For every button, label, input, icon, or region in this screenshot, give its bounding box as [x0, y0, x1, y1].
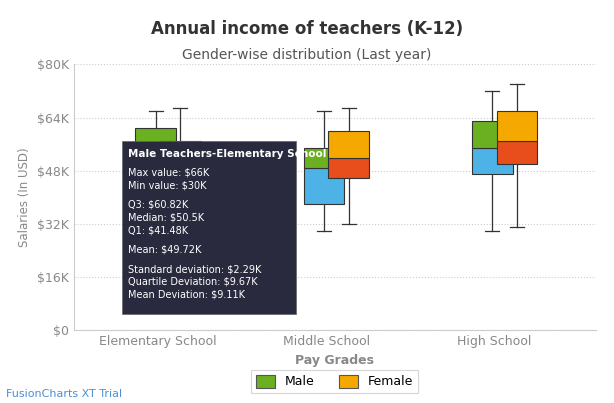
Bar	[472, 147, 513, 174]
Bar	[122, 141, 296, 314]
Text: Min value: $30K: Min value: $30K	[128, 180, 206, 190]
Text: Quartile Deviation: $9.67K: Quartile Deviation: $9.67K	[128, 277, 257, 287]
Bar	[160, 161, 201, 187]
Bar	[328, 131, 369, 158]
Text: Max value: $66K: Max value: $66K	[128, 168, 209, 178]
Text: Mean: $49.72K: Mean: $49.72K	[128, 245, 201, 255]
Bar	[328, 158, 369, 177]
Bar	[497, 141, 537, 164]
Legend: Male, Female: Male, Female	[251, 370, 419, 393]
Bar	[160, 141, 201, 161]
Bar	[472, 121, 513, 147]
Text: Male Teachers-Elementary School: Male Teachers-Elementary School	[128, 149, 326, 159]
Text: Annual income of teachers (K-12): Annual income of teachers (K-12)	[151, 20, 463, 38]
Text: Gender-wise distribution (Last year): Gender-wise distribution (Last year)	[182, 48, 432, 62]
Text: Mean Deviation: $9.11K: Mean Deviation: $9.11K	[128, 289, 244, 299]
Bar	[304, 168, 344, 204]
Y-axis label: Salaries (In USD): Salaries (In USD)	[18, 147, 31, 247]
Bar	[136, 128, 176, 162]
Text: FusionCharts XT Trial: FusionCharts XT Trial	[6, 389, 122, 399]
Text: Q1: $41.48K: Q1: $41.48K	[128, 225, 188, 235]
X-axis label: Pay Grades: Pay Grades	[295, 354, 374, 367]
Text: Q3: $60.82K: Q3: $60.82K	[128, 200, 188, 210]
Text: Median: $50.5K: Median: $50.5K	[128, 212, 204, 222]
Bar	[304, 147, 344, 168]
Bar	[136, 162, 176, 193]
Bar	[497, 111, 537, 141]
Text: Standard deviation: $2.29K: Standard deviation: $2.29K	[128, 264, 261, 274]
